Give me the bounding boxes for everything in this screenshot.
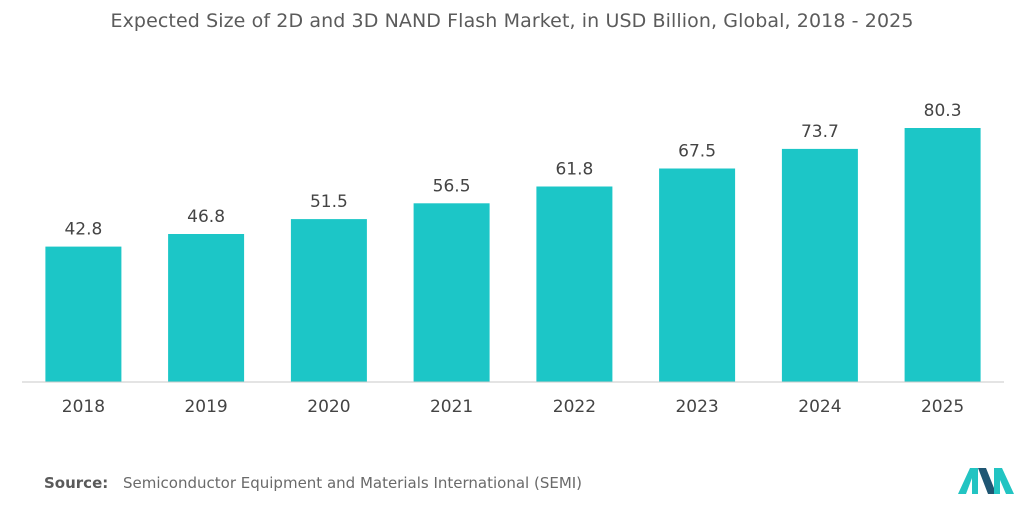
logo-right-shape [994, 468, 1014, 494]
value-label-2023: 67.5 [678, 142, 716, 162]
value-label-2020: 51.5 [310, 192, 348, 212]
logo-middle-shape [978, 468, 994, 494]
logo-left-shape [958, 468, 978, 494]
value-labels-group: 42.8 46.8 51.5 56.5 61.8 67.5 73.7 80.3 [64, 101, 961, 240]
value-label-2025: 80.3 [924, 101, 962, 121]
x-tick-labels-group: 2018 2019 2020 2021 2022 2023 2024 2025 [62, 397, 964, 417]
value-label-2019: 46.8 [187, 207, 225, 227]
mordor-logo-icon [958, 468, 1014, 494]
x-tick-label-2024: 2024 [798, 397, 841, 417]
bar-2024 [781, 148, 858, 382]
bar-2018 [45, 246, 122, 382]
bar-2020 [290, 219, 367, 382]
x-tick-label-2023: 2023 [675, 397, 718, 417]
source-label: Source: [44, 474, 109, 492]
bar-2021 [413, 203, 490, 382]
bar-2019 [168, 234, 245, 382]
source-text: Semiconductor Equipment and Materials In… [123, 474, 583, 492]
x-tick-label-2019: 2019 [184, 397, 227, 417]
value-label-2022: 61.8 [555, 160, 593, 180]
source-note: Source: Semiconductor Equipment and Mate… [44, 474, 582, 492]
bar-2025 [904, 128, 981, 382]
value-label-2024: 73.7 [801, 122, 839, 142]
bars-group [45, 128, 981, 382]
bar-2023 [659, 168, 736, 382]
x-tick-label-2025: 2025 [921, 397, 964, 417]
x-tick-label-2020: 2020 [307, 397, 350, 417]
value-label-2021: 56.5 [433, 176, 471, 196]
x-tick-label-2021: 2021 [430, 397, 473, 417]
bar-2022 [536, 186, 613, 382]
x-tick-label-2022: 2022 [553, 397, 596, 417]
chart-title: Expected Size of 2D and 3D NAND Flash Ma… [110, 10, 914, 32]
value-label-2018: 42.8 [64, 220, 102, 240]
x-tick-label-2018: 2018 [62, 397, 105, 417]
